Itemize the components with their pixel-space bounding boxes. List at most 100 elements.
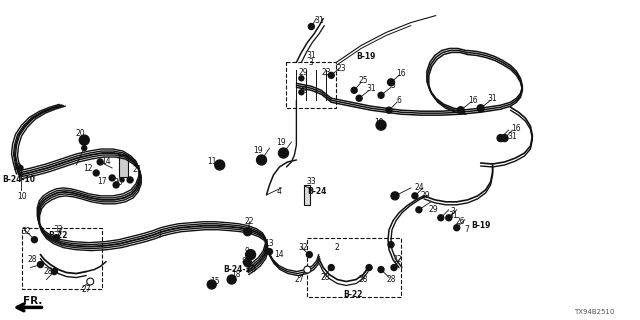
Text: 14: 14 <box>275 250 284 259</box>
Text: 2: 2 <box>335 243 340 252</box>
Circle shape <box>446 215 452 221</box>
Text: 18: 18 <box>231 270 241 279</box>
Text: 32: 32 <box>22 227 31 236</box>
Text: 31: 31 <box>366 84 376 93</box>
Circle shape <box>378 267 384 273</box>
Text: 28: 28 <box>387 275 396 284</box>
Text: 23: 23 <box>321 68 331 77</box>
Text: 22: 22 <box>245 217 254 226</box>
Circle shape <box>257 155 266 165</box>
Text: 30: 30 <box>113 179 123 188</box>
Circle shape <box>391 192 399 200</box>
Text: 17: 17 <box>97 177 107 187</box>
Text: 3: 3 <box>451 207 455 216</box>
Circle shape <box>97 159 103 165</box>
Text: 19: 19 <box>374 118 384 127</box>
Text: B-24-30: B-24-30 <box>223 265 256 274</box>
Circle shape <box>454 225 460 231</box>
Text: 10: 10 <box>12 164 21 172</box>
Text: B-24: B-24 <box>308 188 327 196</box>
Text: 32: 32 <box>392 255 402 264</box>
Text: 5: 5 <box>390 81 396 90</box>
Circle shape <box>18 165 23 171</box>
Text: 4: 4 <box>277 188 282 196</box>
Text: 10: 10 <box>18 192 28 201</box>
Text: 28: 28 <box>321 273 330 282</box>
Text: 11: 11 <box>207 157 216 166</box>
Text: 26: 26 <box>456 217 465 226</box>
Text: 33: 33 <box>307 177 316 187</box>
Circle shape <box>304 266 311 273</box>
Text: 27: 27 <box>81 285 91 294</box>
Circle shape <box>127 177 133 183</box>
Text: 31: 31 <box>307 51 316 60</box>
Text: FR.: FR. <box>23 296 42 307</box>
Text: 32: 32 <box>298 243 308 252</box>
Text: 24: 24 <box>414 183 424 192</box>
Circle shape <box>93 170 99 176</box>
Text: 6: 6 <box>397 96 401 105</box>
Circle shape <box>53 235 60 241</box>
Circle shape <box>376 120 386 130</box>
Text: 29: 29 <box>298 86 308 95</box>
Text: 8: 8 <box>241 257 246 266</box>
Text: 12: 12 <box>83 164 93 173</box>
Circle shape <box>51 268 58 275</box>
Circle shape <box>501 135 508 141</box>
Text: B-22: B-22 <box>49 231 68 240</box>
Text: 27: 27 <box>294 275 304 284</box>
Circle shape <box>278 148 289 158</box>
Circle shape <box>366 265 372 270</box>
Circle shape <box>308 24 314 29</box>
Text: 13: 13 <box>265 239 275 248</box>
Circle shape <box>388 242 394 248</box>
Circle shape <box>299 90 304 95</box>
Circle shape <box>386 107 392 113</box>
Text: 1: 1 <box>157 230 163 239</box>
Text: B-19: B-19 <box>471 221 490 230</box>
Text: 28: 28 <box>44 267 53 276</box>
Text: 19: 19 <box>276 138 286 147</box>
Circle shape <box>497 135 504 141</box>
Text: 31: 31 <box>448 211 458 220</box>
Circle shape <box>266 249 273 255</box>
Circle shape <box>109 175 115 181</box>
Circle shape <box>328 72 334 78</box>
Text: 16: 16 <box>512 124 522 132</box>
Text: 16: 16 <box>468 96 477 105</box>
Text: B-22: B-22 <box>344 290 363 299</box>
Text: 14: 14 <box>101 157 111 166</box>
Circle shape <box>328 265 334 270</box>
Bar <box>305 185 310 205</box>
Circle shape <box>477 105 484 112</box>
Circle shape <box>412 193 418 199</box>
Circle shape <box>244 259 252 267</box>
Text: 20: 20 <box>76 129 85 138</box>
Circle shape <box>113 182 119 188</box>
Text: 9: 9 <box>244 247 249 256</box>
Circle shape <box>207 280 216 289</box>
Text: 23: 23 <box>337 64 346 73</box>
Circle shape <box>82 146 87 150</box>
Circle shape <box>378 92 384 98</box>
Text: 25: 25 <box>358 76 368 85</box>
Circle shape <box>457 107 464 114</box>
Text: 32: 32 <box>54 225 63 234</box>
Text: 29: 29 <box>298 68 308 77</box>
Text: 29: 29 <box>420 191 429 200</box>
Text: B-24-10: B-24-10 <box>2 175 35 184</box>
Circle shape <box>299 76 304 81</box>
Circle shape <box>246 250 255 260</box>
Text: 16: 16 <box>396 69 406 78</box>
Text: 28: 28 <box>28 255 37 264</box>
Text: 21: 21 <box>132 165 142 174</box>
Circle shape <box>244 228 252 236</box>
Circle shape <box>438 215 444 221</box>
Circle shape <box>307 252 312 258</box>
Circle shape <box>31 237 37 243</box>
Text: 7: 7 <box>464 225 469 234</box>
Bar <box>119 155 128 177</box>
Circle shape <box>388 79 394 86</box>
Text: TX94B2510: TX94B2510 <box>574 309 614 316</box>
Text: 19: 19 <box>253 146 262 155</box>
